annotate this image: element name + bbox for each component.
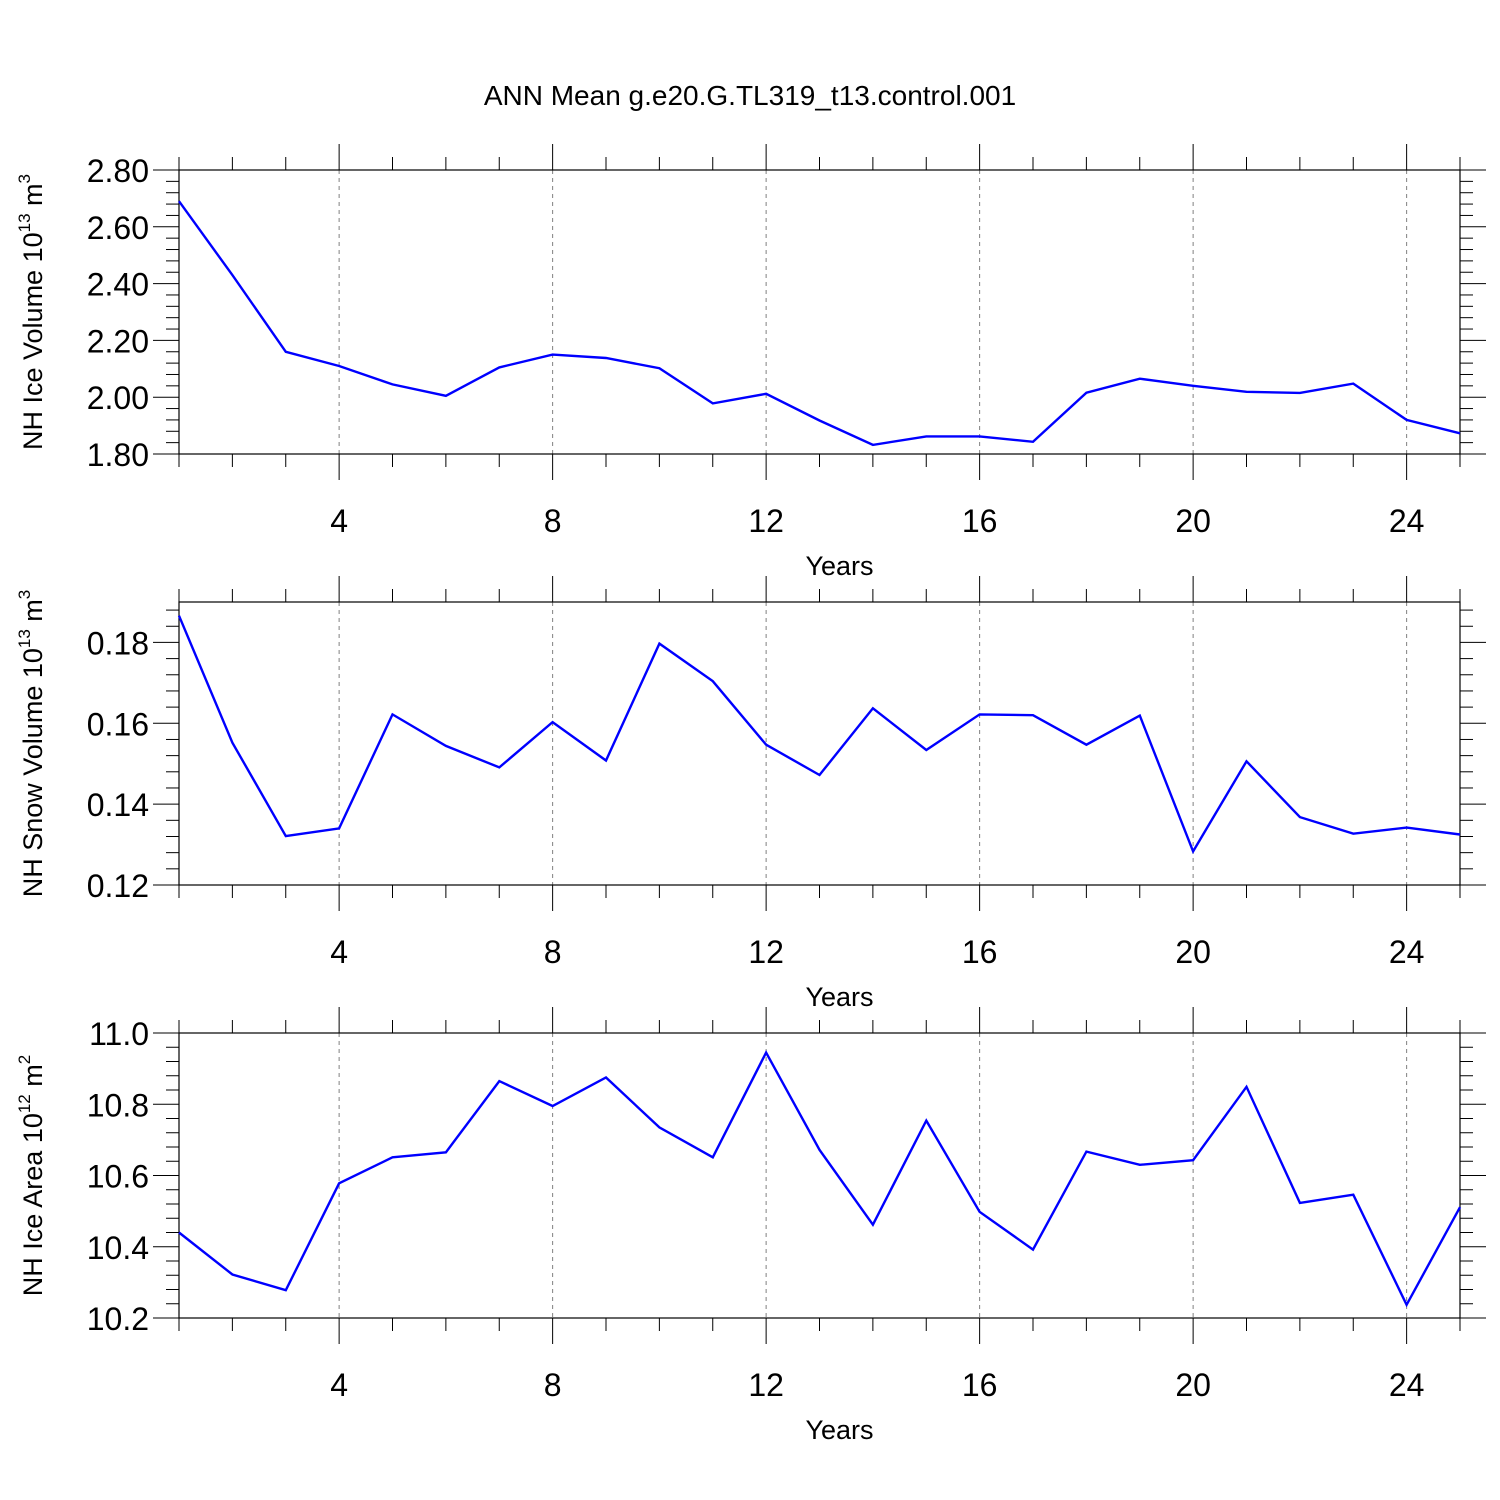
chart-title: ANN Mean g.e20.G.TL319_t13.control.001 [483,80,1017,111]
plot-frame [178,601,1461,886]
y-tick-label: 11.0 [89,1016,149,1052]
y-tick-label: 10.6 [87,1159,149,1195]
x-tick-label: 24 [1389,934,1425,970]
x-tick-label: 20 [1175,1367,1211,1403]
chart-panel-1: 4 8 12 16 20 24 1.80 2.00 2.20 2.40 2.60 2.80 Years N… [15,144,1486,581]
x-tick-label: 12 [748,503,784,539]
x-tick-label: 16 [962,503,998,539]
x-tick-label: 8 [544,503,562,539]
y-tick-label: 1.80 [87,437,149,473]
x-tick-label: 24 [1389,503,1425,539]
x-tick-label: 16 [962,1367,998,1403]
x-tick-label: 4 [330,1367,348,1403]
y-tick-label: 2.40 [87,267,149,303]
y-axis-label-superscript: 13 [15,629,34,648]
y-tick-label: 10.4 [87,1230,149,1266]
y-axis-label-text: m [18,1064,48,1094]
series-line-1 [178,1050,1462,1308]
y-tick-label: 0.12 [87,868,149,904]
y-axis-label-superscript: 12 [15,1094,34,1113]
y-axis-label-text: m [18,599,48,629]
y-axis-label: NH Snow Volume 1013 m3 [15,590,48,898]
x-tick-label: 20 [1175,503,1211,539]
y-axis-label-superscript: 3 [15,590,34,599]
y-tick-label: 0.16 [87,706,149,742]
x-tick-label: 12 [748,1367,784,1403]
y-axis-label-text: NH Snow Volume 10 [18,648,48,897]
y-tick-label: 10.2 [87,1301,149,1337]
plot-frame [178,1032,1461,1319]
x-tick-label: 4 [330,503,348,539]
y-axis-label-text: NH Ice Area 10 [18,1113,48,1296]
y-tick-label: 2.80 [87,153,149,189]
y-tick-label: 2.00 [87,380,149,416]
y-axis-label-superscript: 3 [15,174,34,183]
y-axis-label: NH Ice Area 1012 m2 [15,1055,48,1296]
chart-panel-3: 4 8 12 16 20 24 10.2 10.4 10.6 10.8 11.0 Years NH Ic… [15,1007,1486,1445]
series-line-1 [177,615,1461,855]
x-tick-label: 24 [1389,1367,1425,1403]
chart-panel-2: 4 8 12 16 20 24 0.12 0.14 0.16 0.18 Years NH Snow V… [15,576,1486,1012]
y-tick-label: 10.8 [87,1087,149,1123]
y-axis-label-text: m [18,183,48,213]
x-axis-label: Years [805,1415,873,1445]
y-tick-label: 2.20 [87,323,149,359]
y-tick-label: 2.60 [87,210,149,246]
x-axis-label: Years [805,551,873,581]
x-axis-label: Years [805,982,873,1012]
y-tick-label: 0.18 [87,625,149,661]
x-tick-label: 12 [748,934,784,970]
y-axis-label: NH Ice Volume 1013 m3 [15,174,48,450]
y-axis-label-text: NH Ice Volume 10 [18,232,48,450]
y-tick-label: 0.14 [87,787,149,823]
x-tick-label: 20 [1175,934,1211,970]
x-tick-label: 4 [330,934,348,970]
x-tick-label: 8 [544,934,562,970]
x-tick-label: 16 [962,934,998,970]
plot-frame [178,169,1461,455]
x-tick-label: 8 [544,1367,562,1403]
y-axis-label-superscript: 2 [15,1055,34,1064]
series-line-1 [178,200,1461,447]
y-axis-label-superscript: 13 [15,213,34,232]
